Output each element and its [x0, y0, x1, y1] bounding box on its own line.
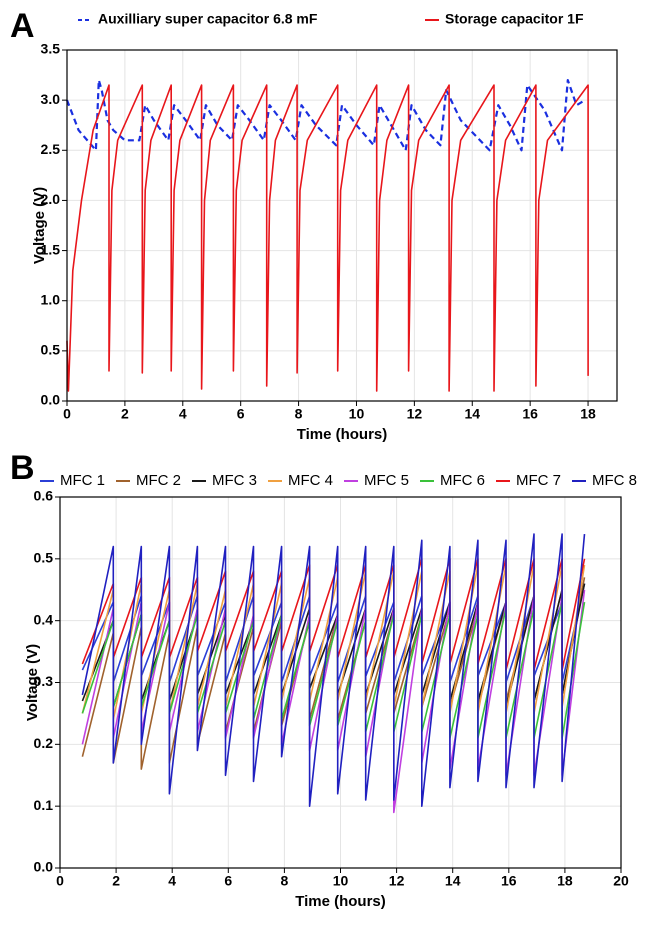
- y-tick-label: 0.4: [34, 611, 54, 627]
- x-tick-label: 12: [407, 406, 423, 422]
- x-tick-label: 8: [281, 873, 289, 889]
- x-tick-label: 18: [557, 873, 573, 889]
- x-tick-label: 2: [112, 873, 120, 889]
- x-tick-label: 0: [63, 406, 71, 422]
- x-tick-label: 12: [389, 873, 405, 889]
- y-axis-label: Voltage (V): [31, 187, 48, 264]
- legend-label: MFC 8: [592, 472, 637, 489]
- series-line: [81, 533, 586, 807]
- x-tick-label: 0: [56, 873, 64, 889]
- x-tick-label: 10: [349, 406, 365, 422]
- y-tick-label: 0.3: [34, 673, 54, 689]
- y-tick-label: 0.5: [34, 550, 54, 566]
- x-axis-label: Time (hours): [295, 893, 386, 910]
- y-tick-label: 2.0: [41, 191, 61, 207]
- legend-label: MFC 5: [364, 472, 409, 489]
- legend-label: MFC 6: [440, 472, 485, 489]
- x-tick-label: 6: [224, 873, 232, 889]
- y-axis-label: Voltage (V): [24, 644, 41, 721]
- legend-label: Storage capacitor 1F: [445, 11, 584, 27]
- x-tick-label: 6: [237, 406, 245, 422]
- series-line: [66, 84, 589, 392]
- legend-label: MFC 1: [60, 472, 105, 489]
- y-tick-label: 1.0: [41, 291, 61, 307]
- x-axis-label: Time (hours): [297, 426, 388, 443]
- y-tick-label: 0.0: [41, 392, 61, 408]
- x-tick-label: 4: [179, 406, 187, 422]
- legend-label: MFC 3: [212, 472, 257, 489]
- y-tick-label: 0.1: [34, 797, 54, 813]
- plot-frame: [66, 49, 618, 402]
- x-tick-label: 14: [464, 406, 480, 422]
- series-line: [65, 79, 586, 152]
- x-tick-label: 20: [613, 873, 629, 889]
- y-tick-label: 2.5: [41, 141, 61, 157]
- legend-label: Auxilliary super capacitor 6.8 mF: [98, 11, 318, 27]
- y-tick-label: 3.0: [41, 91, 61, 107]
- x-tick-label: 4: [168, 873, 176, 889]
- x-tick-label: 16: [501, 873, 517, 889]
- y-tick-label: 0.6: [34, 488, 54, 504]
- x-tick-label: 16: [522, 406, 538, 422]
- panel-label: B: [10, 449, 35, 487]
- x-tick-label: 2: [121, 406, 129, 422]
- x-tick-label: 8: [295, 406, 303, 422]
- y-tick-label: 1.5: [41, 241, 61, 257]
- y-tick-label: 0.0: [34, 859, 54, 875]
- legend-label: MFC 7: [516, 472, 561, 489]
- x-tick-label: 18: [580, 406, 596, 422]
- x-tick-label: 14: [445, 873, 461, 889]
- legend-label: MFC 2: [136, 472, 181, 489]
- plot-frame: [59, 496, 622, 869]
- y-tick-label: 0.5: [41, 342, 61, 358]
- legend-label: MFC 4: [288, 472, 333, 489]
- panel-label: A: [10, 7, 35, 45]
- y-tick-label: 0.2: [34, 735, 54, 751]
- x-tick-label: 10: [333, 873, 349, 889]
- y-tick-label: 3.5: [41, 41, 61, 57]
